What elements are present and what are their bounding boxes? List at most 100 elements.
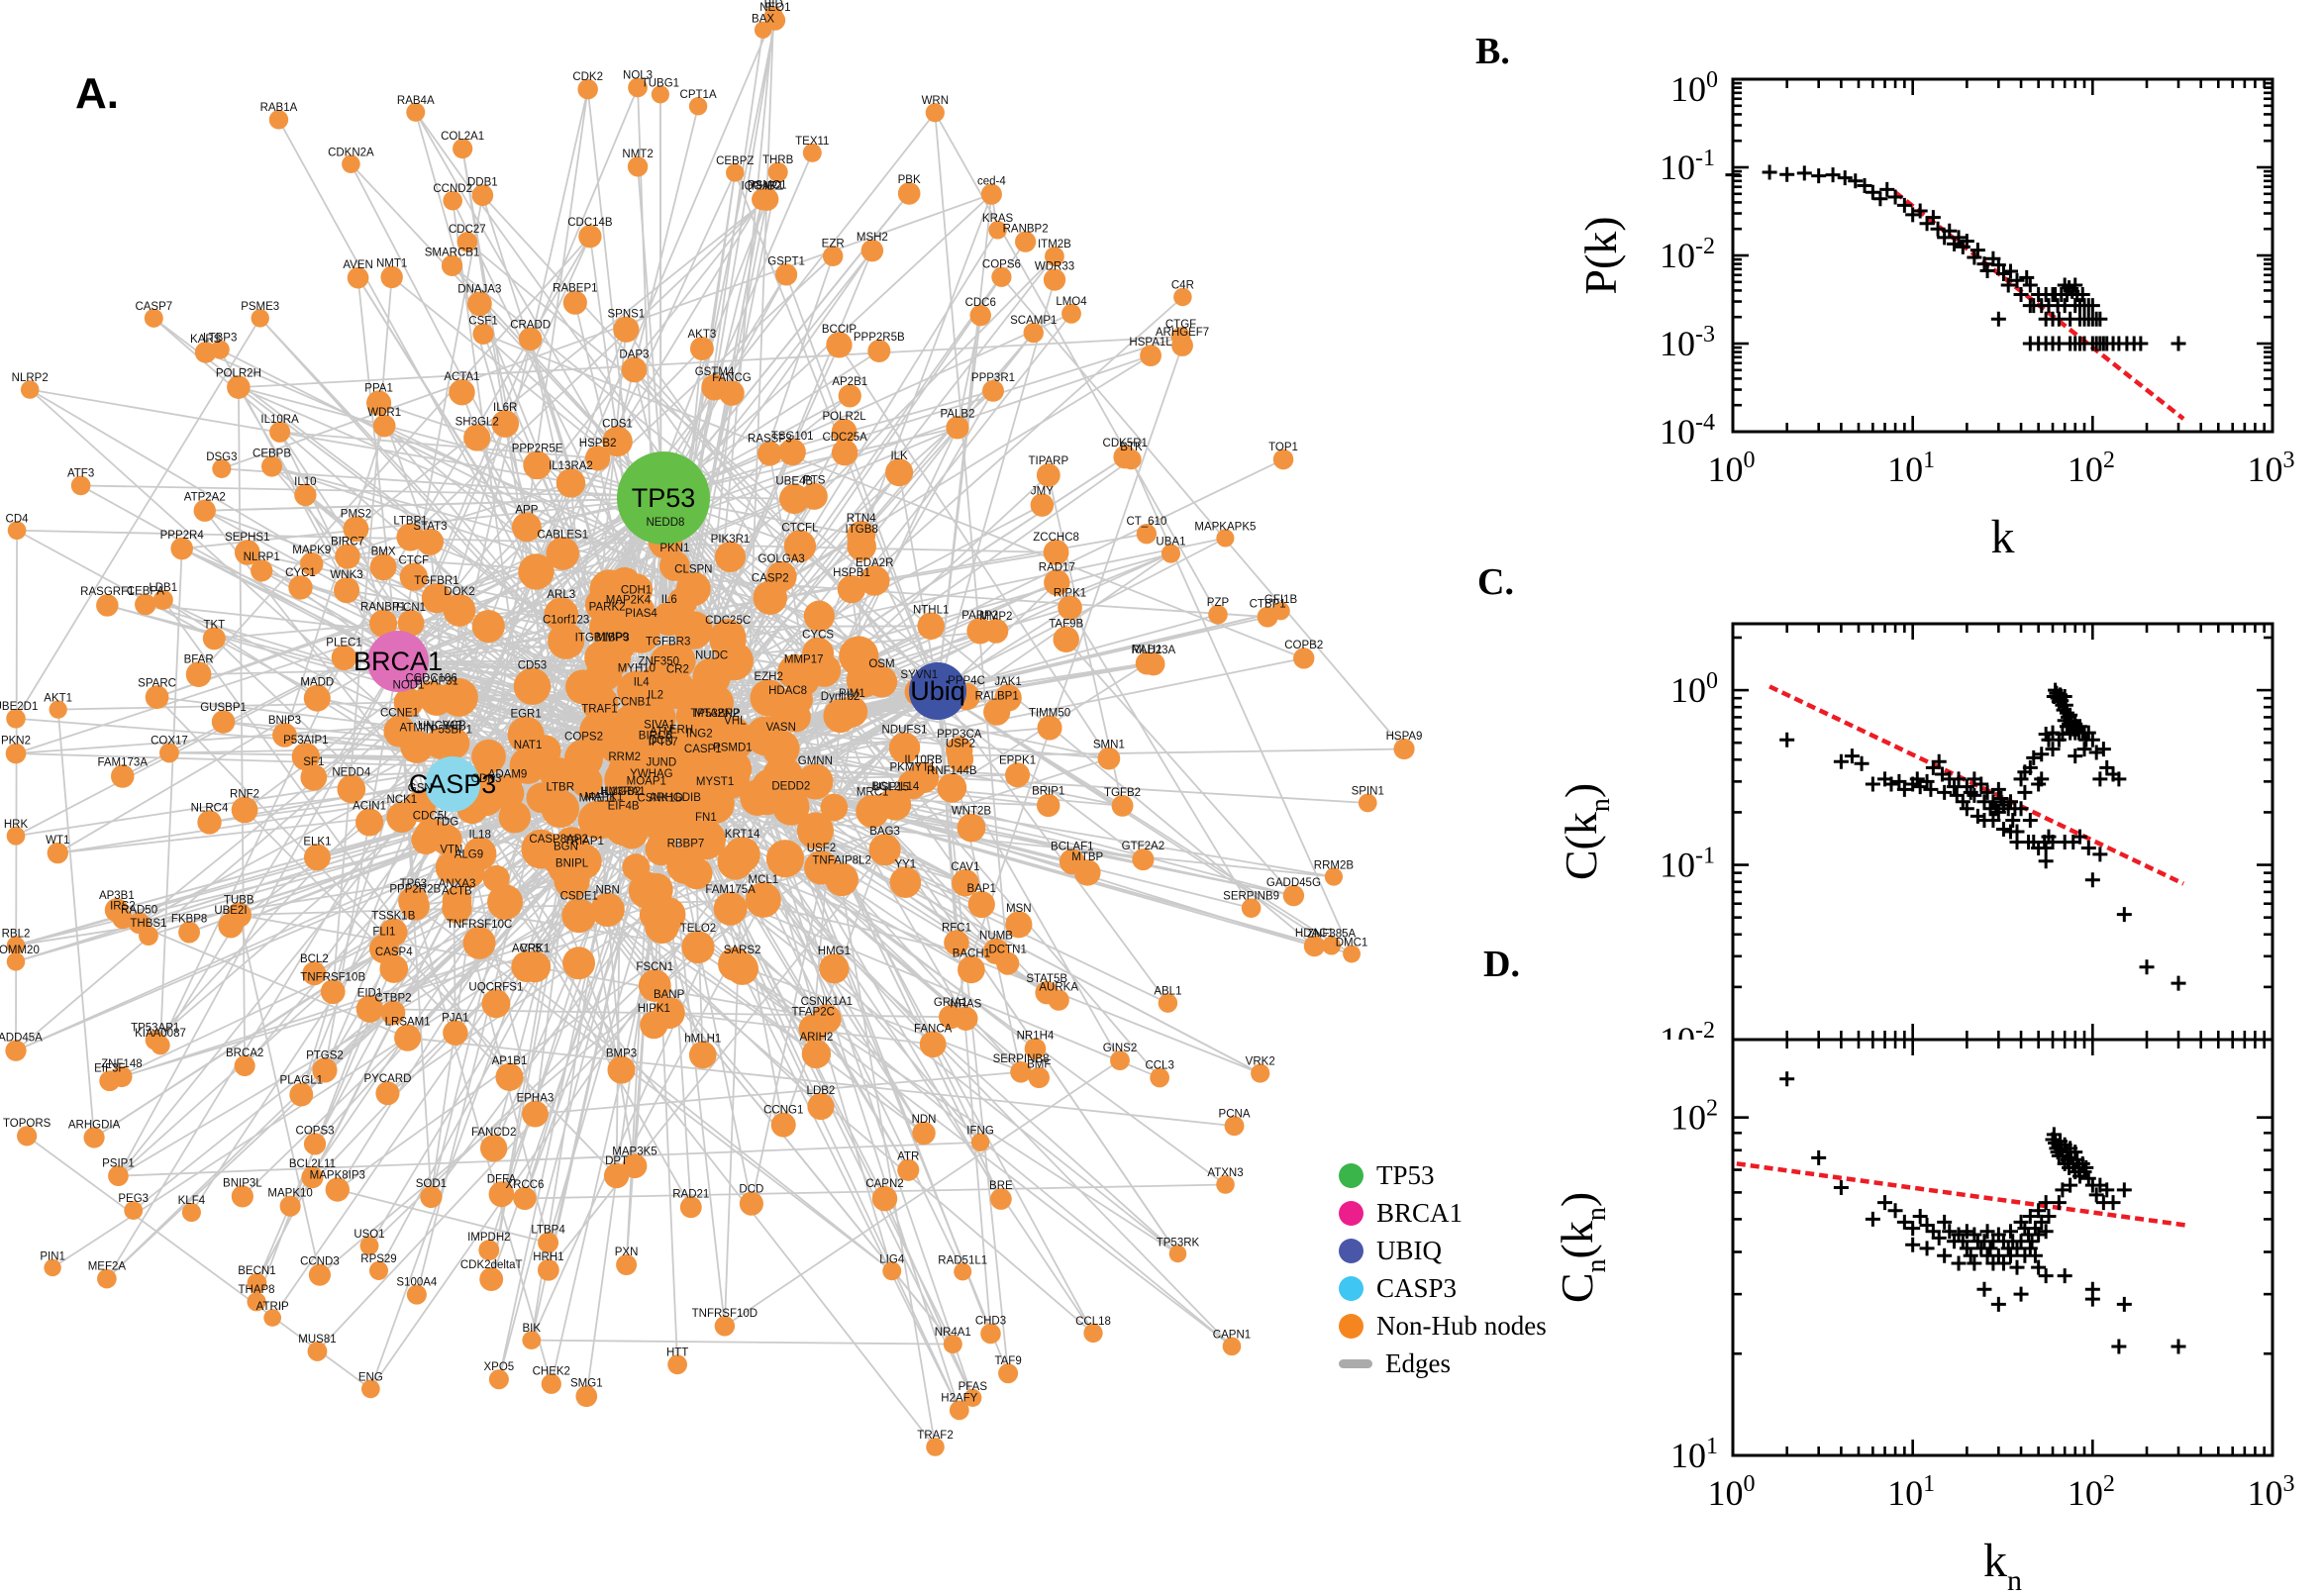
gene-label: ALG9 [454,849,483,861]
gene-label: EPHA3 [517,1093,555,1105]
network-node [1024,1038,1047,1060]
gene-label: PPA1 [364,382,393,394]
scatter-points [1779,1071,2186,1354]
gene-label: FANCD2 [471,1127,516,1139]
gene-label: ING2 [686,728,713,740]
network-node [406,102,426,122]
network-node [360,1379,380,1399]
network-node [718,648,747,676]
network-node [602,426,633,457]
hub-label-tp53: TP53 [632,483,696,513]
chart-svg-c: 100 10-1 10-2 C(kn) [1556,622,2274,1059]
network-node [719,380,745,406]
network-node [807,653,842,687]
network-node [663,796,702,836]
gene-label: USF2 [807,843,836,854]
network-node [750,679,787,717]
network-node [7,521,27,541]
gene-label: MTBP [1071,851,1103,863]
gene-label: PLAGL1 [280,1075,323,1087]
network-node [449,378,475,406]
network-node [170,537,193,560]
network-node [952,868,979,897]
gene-label: UBE4B [775,476,813,488]
gene-label: COPS3 [296,1125,335,1137]
network-node [711,760,750,799]
gene-label: TNFRSF10C [447,919,512,931]
gene-label: DMC1 [1336,938,1368,949]
gene-label: FANCG [712,372,752,384]
network-node [251,559,273,582]
network-node [135,593,156,616]
network-node [677,713,716,752]
casp3-dot-icon [1339,1276,1364,1301]
gene-label: CCDC106 [405,673,456,685]
network-node [231,796,258,824]
network-node [393,687,424,718]
gene-label: FAM175A [705,884,756,896]
network-node [1111,794,1134,817]
network-node [308,1263,331,1286]
network-node [108,1165,129,1187]
gene-label: PHB2 [752,181,781,193]
gene-label: WDR1 [367,407,401,419]
gene-label: RAB1A [260,102,298,114]
network-node [628,77,648,98]
gene-label: NDN [912,1114,937,1126]
network-node [757,441,782,466]
network-node [1043,268,1066,291]
gene-label: RALBP1 [975,691,1019,703]
network-node [303,684,331,712]
gene-label: RPS29 [360,1253,396,1265]
gene-label: PSMD1 [713,742,753,753]
gene-label: RAD23A [1131,645,1175,656]
network-node [688,1041,717,1069]
gene-label: CDC14B [567,217,613,229]
gene-label: TP63 [400,878,428,890]
network-node [383,715,416,748]
gene-label: GSN [408,782,433,794]
gene-label: BMX [371,546,396,557]
network-node [443,1020,468,1046]
gene-label: CDC25C [705,615,751,627]
gene-label: SERPINB9 [1223,890,1279,902]
network-node [969,304,991,327]
network-node [980,1323,1001,1345]
x-tick-label: 103 [2248,448,2295,489]
brca1-dot-icon [1339,1201,1364,1226]
network-node [334,577,360,604]
network-node [355,808,384,837]
gene-label: MSN [1006,903,1032,915]
network-node [621,356,648,383]
gene-label: TIPARP [1028,455,1068,467]
network-node [578,225,602,249]
network-node [1322,936,1342,955]
gene-label: SCAMP1 [1010,315,1057,327]
gene-label: CCL3 [1145,1060,1173,1072]
network-node [670,759,698,787]
gene-label: KIAA0087 [135,1028,186,1040]
gene-label: ZNF350 [639,655,680,667]
network-node [745,881,781,918]
gene-label: BMP3 [606,1048,637,1060]
gene-label: IL13RA2 [549,460,593,472]
gene-label: DCD [739,1184,763,1196]
gene-label: CDC27 [449,224,486,236]
network-node [202,627,226,650]
gene-label: ATXN3 [1207,1167,1243,1179]
gene-label: CASP4 [375,947,413,958]
network-node [937,772,967,803]
legend-label: CASP3 [1376,1273,1458,1303]
network-node [581,684,619,722]
network-node [443,190,462,211]
gene-label: CASP8AP2 [529,834,587,846]
gene-label: GTF2A2 [1122,841,1164,852]
network-node [463,424,491,451]
gene-label: PBK [898,174,921,186]
network-node [541,1373,561,1394]
gene-label: AP1B1 [492,1055,528,1067]
network-node [949,1400,969,1421]
network-node [944,930,969,956]
network-node [666,587,698,618]
network-node [49,700,67,719]
